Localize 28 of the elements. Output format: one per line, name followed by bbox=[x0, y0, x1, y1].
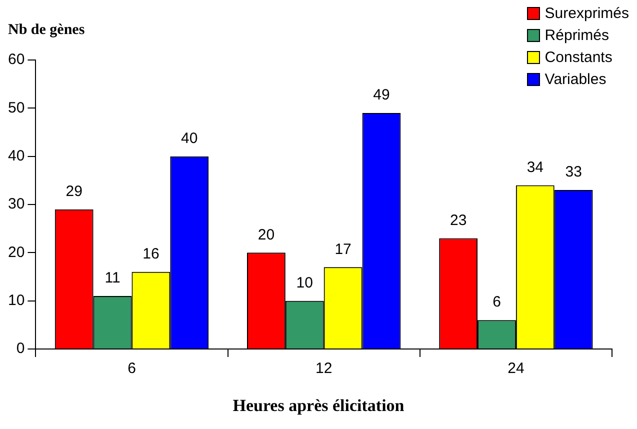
x-tick-label: 24 bbox=[508, 360, 524, 378]
data-label: 40 bbox=[181, 130, 198, 147]
x-tick-label: 6 bbox=[128, 360, 136, 378]
legend-label: Constants bbox=[544, 48, 612, 66]
y-tick-label: 50 bbox=[8, 99, 25, 116]
y-tick-label: 60 bbox=[8, 51, 25, 68]
data-label: 11 bbox=[104, 270, 120, 287]
data-label: 17 bbox=[334, 240, 352, 258]
y-tick-label: 40 bbox=[8, 147, 25, 164]
data-label: 49 bbox=[373, 86, 390, 104]
data-label: 23 bbox=[450, 212, 467, 229]
data-label: 20 bbox=[258, 226, 275, 244]
legend-label: Surexprimés bbox=[544, 4, 629, 22]
data-label: 10 bbox=[296, 274, 313, 292]
data-label: 16 bbox=[142, 246, 160, 263]
y-axis-title: Nb de gènes bbox=[8, 22, 85, 39]
y-tick-label: 0 bbox=[16, 340, 25, 358]
data-label: 34 bbox=[526, 158, 544, 176]
data-label: 29 bbox=[66, 182, 82, 200]
legend-label: Variables bbox=[544, 70, 606, 88]
data-label: 6 bbox=[492, 294, 501, 311]
x-axis-title: Heures après élicitation bbox=[232, 396, 406, 416]
y-tick-label: 10 bbox=[8, 292, 25, 309]
data-label: 33 bbox=[565, 164, 582, 181]
x-tick-label: 12 bbox=[316, 360, 332, 378]
legend-label: Réprimés bbox=[544, 26, 609, 44]
y-tick-label: 30 bbox=[8, 196, 25, 213]
y-tick-label: 20 bbox=[8, 244, 25, 261]
